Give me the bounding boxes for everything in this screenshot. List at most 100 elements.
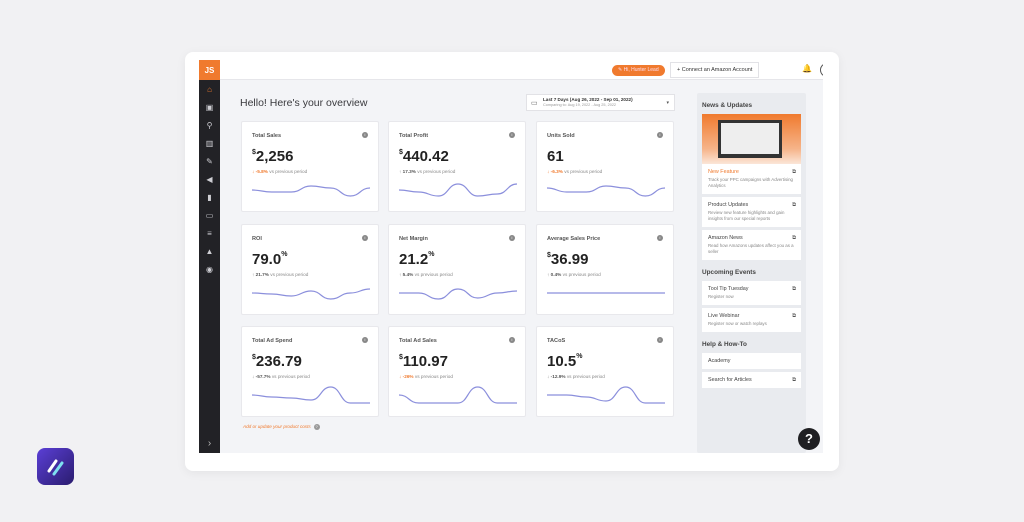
metric-card[interactable]: Total Ad Sales i $110.97 ↓ -26% vs previ… <box>388 326 526 417</box>
news-item[interactable]: Amazon News Read how Amazons updates affe… <box>702 230 801 260</box>
sparkline-chart <box>547 292 665 294</box>
help-item[interactable]: Academy <box>702 353 801 369</box>
info-icon[interactable]: i <box>657 337 663 343</box>
bar-chart-icon[interactable]: ▮ <box>207 192 212 202</box>
news-item[interactable]: Product Updates Review new feature highli… <box>702 197 801 227</box>
product-costs-label: Add or update your product costs <box>243 424 311 429</box>
sparkline-chart <box>252 386 370 404</box>
metric-label: Total Profit <box>399 133 429 139</box>
notification-bell-icon[interactable]: 🔔 <box>802 64 812 73</box>
product-costs-link[interactable]: Add or update your product costs? <box>243 424 320 430</box>
metric-card[interactable]: Net Margin i 21.2% ↑ 5.4% vs previous pe… <box>388 224 526 315</box>
metric-card[interactable]: TACoS i 10.5% ↓ -12.9% vs previous perio… <box>536 326 674 417</box>
metric-change: ↓ -6.3% vs previous period <box>547 169 602 174</box>
keyboard-icon[interactable]: ▭ <box>205 210 214 220</box>
metric-change: ↓ -5.8% vs previous period <box>252 169 307 174</box>
graduation-cap-icon[interactable]: ▲ <box>205 246 214 256</box>
info-icon[interactable]: i <box>362 235 368 241</box>
sparkline <box>252 185 370 197</box>
metric-card[interactable]: Units Sold i 61 ↓ -6.3% vs previous peri… <box>536 121 674 212</box>
metric-value: $2,256 <box>252 148 293 165</box>
home-icon[interactable]: ⌂ <box>207 84 212 94</box>
metric-label: Units Sold <box>547 133 575 139</box>
sparkline-chart <box>399 386 517 404</box>
metric-number: 236.79 <box>255 353 302 370</box>
connect-amazon-button[interactable]: + Connect an Amazon Account <box>670 62 760 78</box>
metric-card[interactable]: Total Sales i $2,256 ↓ -5.8% vs previous… <box>241 121 379 212</box>
sparkline-chart <box>252 288 370 300</box>
sparkline-chart <box>399 288 517 300</box>
globe-icon[interactable]: ◉ <box>206 264 213 274</box>
sidebar: JS ⌂ ▣ ⚲ ▥ ✎ ◀ ▮ ▭ ≡ ▲ ◉ › <box>199 60 220 453</box>
metric-number: 2,256 <box>255 148 294 165</box>
arrow-down-icon: ↓ <box>547 169 550 174</box>
toolbox-icon[interactable]: ▣ <box>205 102 214 112</box>
expand-sidebar-icon[interactable]: › <box>207 438 212 449</box>
sparkline <box>399 386 517 404</box>
change-suffix: vs previous period <box>271 374 310 379</box>
events-item[interactable]: Live Webinar Register now or watch replay… <box>702 308 801 332</box>
sparkline <box>547 386 665 404</box>
metric-change: ↓ -26% vs previous period <box>399 374 453 379</box>
events-item[interactable]: Tool Tip Tuesday Register now ⧉ <box>702 281 801 305</box>
metric-number: 61 <box>547 148 564 165</box>
sparkline <box>547 185 665 197</box>
item-title: Tool Tip Tuesday <box>708 286 749 292</box>
calendar-icon: ▭ <box>531 100 538 107</box>
external-link-icon: ⧉ <box>792 169 796 175</box>
news-hero-image[interactable] <box>702 114 801 164</box>
metric-change: ↑ 5.4% vs previous period <box>399 272 453 277</box>
right-panel: News & Updates New Feature Track your PPC… <box>697 93 806 453</box>
change-suffix: vs previous period <box>564 169 603 174</box>
avatar[interactable] <box>821 64 823 76</box>
date-range-picker[interactable]: ▭ Last 7 Days (Aug 26, 2022 - Sep 01, 20… <box>526 94 675 111</box>
info-icon[interactable]: i <box>509 337 515 343</box>
help-item[interactable]: Search for Articles ⧉ <box>702 372 801 388</box>
metric-card[interactable]: ROI i 79.0% ↑ 21.7% vs previous period <box>241 224 379 315</box>
help-title: Help & How-To <box>702 341 747 348</box>
metric-value: $110.97 <box>399 353 448 370</box>
search-icon[interactable]: ⚲ <box>206 120 213 130</box>
metric-value: 10.5% <box>547 353 582 370</box>
user-pill-label: Hi, Hunter Lead <box>623 67 659 73</box>
item-desc: Read how Amazons updates affect you as a… <box>708 243 794 254</box>
item-desc: Register now <box>708 294 734 299</box>
wrench-icon[interactable]: ✎ <box>206 156 213 166</box>
info-icon[interactable]: i <box>509 132 515 138</box>
metric-unit: % <box>428 251 435 258</box>
change-value: -6.3% <box>550 169 563 174</box>
info-icon[interactable]: i <box>657 132 663 138</box>
events-title: Upcoming Events <box>702 269 756 276</box>
change-suffix: vs previous period <box>269 169 308 174</box>
metric-number: 440.42 <box>402 148 449 165</box>
info-icon[interactable]: i <box>362 132 368 138</box>
metric-card[interactable]: Total Ad Spend i $236.79 ↓ -57.7% vs pre… <box>241 326 379 417</box>
help-icon: ? <box>313 424 320 430</box>
sparkline <box>252 386 370 404</box>
megaphone-icon[interactable]: ◀ <box>206 174 213 184</box>
external-link-icon: ⧉ <box>792 202 796 208</box>
metric-unit: % <box>281 251 288 258</box>
warehouse-icon[interactable]: ▥ <box>205 138 214 148</box>
info-icon[interactable]: i <box>509 235 515 241</box>
metric-value: 79.0% <box>252 251 287 268</box>
metric-card[interactable]: Total Profit i $440.42 ↑ 17.3% vs previo… <box>388 121 526 212</box>
user-pill-button[interactable]: ✎ Hi, Hunter Lead <box>612 65 665 76</box>
metric-card[interactable]: Average Sales Price i $36.99 ↑ 0.4% vs p… <box>536 224 674 315</box>
stack-icon[interactable]: ≡ <box>207 228 212 238</box>
item-desc: Track your PPC campaigns with Advertisin… <box>708 177 793 188</box>
change-value: -57.7% <box>255 374 271 379</box>
item-title: Search for Articles <box>708 377 752 383</box>
metric-value: $236.79 <box>252 353 302 370</box>
external-link-icon: ⧉ <box>792 286 796 292</box>
help-button[interactable]: ? <box>798 428 820 450</box>
info-icon[interactable]: i <box>362 337 368 343</box>
slash-logo-icon <box>47 459 63 475</box>
news-item[interactable]: New Feature Track your PPC campaigns with… <box>702 164 801 194</box>
app-logo[interactable]: JS <box>199 60 220 80</box>
sparkline-chart <box>252 185 370 197</box>
currency-prefix: $ <box>399 354 403 361</box>
arrow-down-icon: ↓ <box>252 374 255 379</box>
info-icon[interactable]: i <box>657 235 663 241</box>
metric-number: 110.97 <box>402 353 448 370</box>
